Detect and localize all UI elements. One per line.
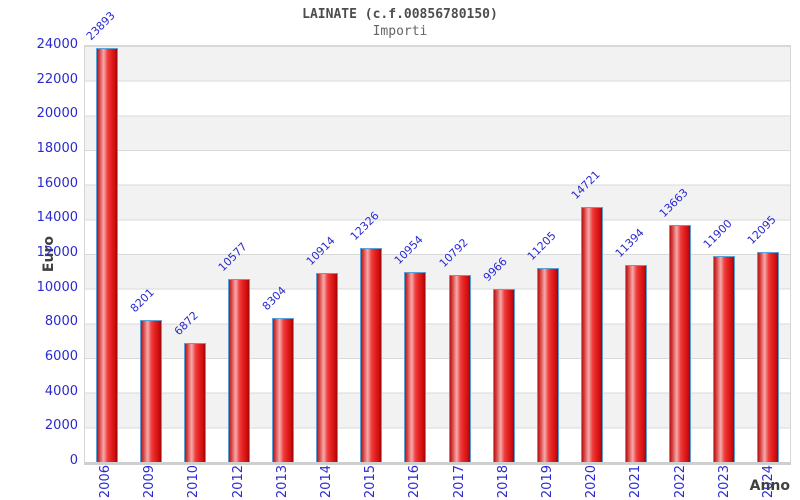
x-tick-cell: 2006	[84, 465, 128, 498]
bar-2020	[580, 206, 603, 462]
bar-value-label: 11900	[700, 216, 735, 251]
y-tick-label: 10000	[36, 279, 78, 295]
bar-slot: 12095	[744, 46, 790, 462]
bar-slot: 8304	[260, 46, 305, 462]
y-tick-label: 20000	[36, 106, 78, 122]
chart-subtitle: Importi	[372, 24, 428, 39]
bar-slot: 11394	[612, 46, 658, 462]
x-tick-label: 2015	[363, 465, 379, 499]
x-tick-label: 2006	[98, 465, 114, 499]
chart-title: LAINATE (c.f.00856780150)	[302, 7, 498, 22]
x-tick-cell: 2020	[570, 465, 614, 498]
x-tick-cell: 2009	[128, 465, 172, 498]
y-tick-label: 8000	[44, 314, 78, 330]
x-tick-label: 2021	[628, 465, 644, 499]
x-tick-cell: 2015	[349, 465, 393, 498]
x-tick-label: 2010	[186, 465, 202, 499]
x-tick-label: 2019	[539, 465, 555, 499]
y-tick-label: 24000	[36, 37, 78, 52]
bar-2014	[316, 272, 339, 462]
x-tick-label: 2014	[319, 465, 335, 499]
x-tick-cell: 2019	[526, 465, 570, 498]
y-axis-ticks: 0 2000 4000 6000 8000 10000 12000 14000 16000 180…	[0, 37, 78, 468]
bar-2021	[624, 264, 647, 462]
y-tick-label: 22000	[36, 71, 78, 87]
bar-value-label: 8201	[127, 285, 157, 315]
x-tick-label: 2012	[230, 465, 246, 499]
x-tick-label: 2022	[672, 465, 688, 499]
bar-2022	[668, 225, 691, 462]
x-tick-cell: 2023	[703, 465, 747, 498]
bar-2006	[96, 47, 119, 462]
x-tick-label: 2009	[142, 465, 158, 499]
bar-value-label: 9966	[480, 255, 510, 285]
y-tick-label: 4000	[44, 383, 78, 399]
bar-slot: 10577	[216, 46, 261, 462]
x-tick-cell: 2016	[393, 465, 437, 498]
y-tick-label: 2000	[44, 418, 78, 434]
y-tick-label: 6000	[44, 349, 78, 364]
y-tick-label: 18000	[36, 141, 78, 156]
bar-value-label: 10577	[216, 239, 250, 274]
bar-2010	[184, 342, 207, 462]
bar-slot: 12326	[348, 46, 393, 462]
bar-value-label: 11394	[612, 225, 647, 260]
x-axis-ticks: 2006 2009 2010 2012 2013 2014 2015 2016 2017 2018…	[84, 465, 791, 498]
bar-2015	[360, 248, 383, 462]
bar-value-label: 12095	[744, 213, 779, 248]
x-tick-label: 2018	[495, 465, 511, 499]
y-tick-label: 0	[69, 453, 78, 468]
bar-value-label: 10914	[304, 233, 339, 268]
x-tick-label: 2013	[274, 465, 290, 499]
x-tick-cell: 2021	[614, 465, 658, 498]
x-tick-cell: 2018	[482, 465, 526, 498]
bar-2016	[404, 272, 427, 462]
bar-2023	[712, 255, 735, 462]
bar-slot: 11900	[700, 46, 746, 462]
bar-slot: 14721	[568, 46, 614, 462]
x-tick-cell: 2013	[261, 465, 305, 498]
x-axis-label: Anno	[749, 478, 790, 494]
bar-value-label: 14721	[568, 167, 603, 202]
x-tick-label: 2020	[584, 465, 600, 499]
x-tick-cell: 2017	[438, 465, 482, 498]
bar-value-label: 8304	[260, 284, 290, 314]
bar-2024	[756, 252, 779, 462]
bar-value-label: 10954	[392, 233, 427, 268]
bar-slot: 23893	[84, 9, 129, 462]
y-tick-label: 12000	[36, 245, 78, 260]
bar-slot: 13663	[656, 46, 702, 462]
x-tick-label: 2017	[451, 465, 467, 499]
bar-slot: 11205	[524, 46, 570, 462]
bar-2017	[448, 274, 471, 462]
bar-2012	[228, 278, 251, 462]
bar-value-label: 10792	[436, 236, 471, 270]
bar-slot: 10954	[392, 46, 437, 462]
bar-slot: 10792	[436, 46, 482, 462]
bar-value-label: 6872	[171, 308, 201, 338]
bar-value-label: 13663	[656, 186, 691, 221]
bar-slot: 8201	[127, 46, 173, 462]
x-tick-label: 2023	[716, 465, 732, 499]
bar-slot: 6872	[171, 46, 217, 462]
plot-area: 23893 8201 6872 10577 8304 10914 12326 10954 107…	[84, 9, 791, 465]
y-tick-label: 16000	[36, 175, 78, 191]
bar-2013	[272, 318, 295, 462]
bar-value-label: 11205	[524, 228, 559, 263]
x-tick-cell: 2012	[217, 465, 261, 498]
x-tick-cell: 2010	[172, 465, 216, 498]
x-tick-label: 2016	[407, 465, 423, 499]
bar-2019	[536, 267, 559, 462]
bar-slot: 9966	[480, 46, 526, 462]
bar-value-label: 12326	[348, 209, 383, 244]
x-tick-cell: 2022	[658, 465, 702, 498]
bar-2018	[492, 289, 515, 462]
bar-series: 23893 8201 6872 10577 8304 10914 12326 10954 107…	[84, 9, 790, 462]
y-tick-label: 14000	[36, 210, 78, 226]
bar-2009	[140, 319, 163, 462]
bar-slot: 10914	[304, 46, 349, 462]
x-tick-cell: 2014	[305, 465, 349, 498]
